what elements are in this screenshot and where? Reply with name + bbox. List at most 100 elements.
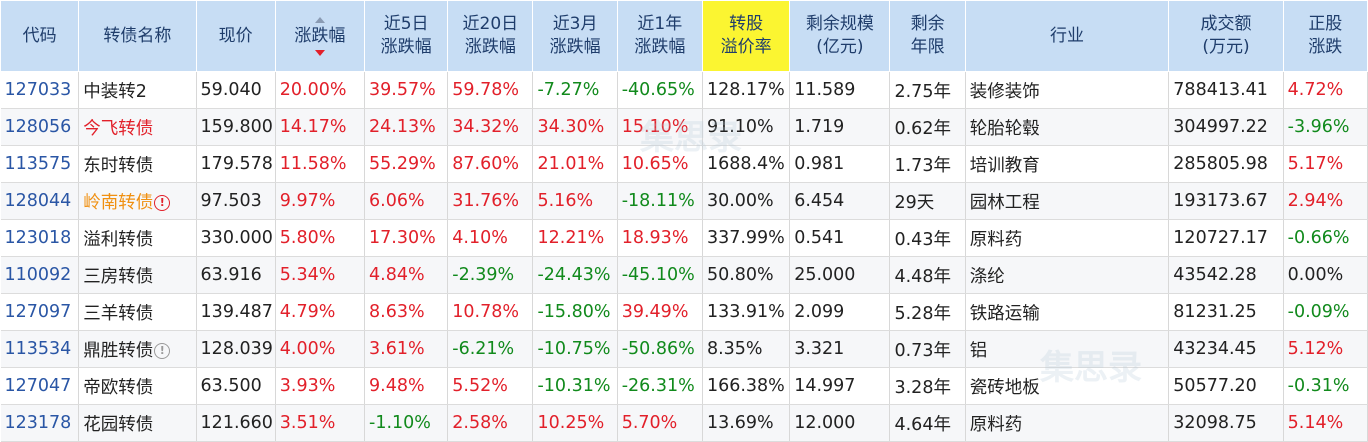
cell-scale: 25.000: [789, 256, 891, 294]
col-header-volume[interactable]: 成交额 (万元): [1168, 0, 1284, 72]
cell-industry: 铝: [965, 330, 1170, 368]
volume-value: 304997.22: [1173, 117, 1268, 137]
cell-code[interactable]: 127033: [0, 71, 80, 109]
c1y-value: -18.11%: [621, 191, 695, 211]
warning-icon[interactable]: !: [154, 194, 171, 211]
stock-value: -0.31%: [1287, 376, 1350, 396]
table-row[interactable]: 127097 三羊转债 139.487 4.79% 8.63% 10.78% -15.80%…: [0, 293, 1368, 331]
cell-scale: 1.719: [789, 108, 891, 146]
table-row[interactable]: 123178 花园转债 121.660 3.51% -1.10% 2.58% 10.25% 5…: [0, 404, 1368, 442]
c20-value: -2.39%: [452, 265, 515, 285]
cell-c20: 5.52%: [447, 367, 534, 405]
cell-c1y: -18.11%: [617, 182, 703, 220]
table-row[interactable]: 128056 今飞转债 159.800 14.17% 24.13% 34.32% 34.30…: [0, 108, 1368, 146]
col-header-stock-change[interactable]: 正股 涨跌: [1282, 0, 1368, 72]
code-value: 127033: [4, 80, 72, 100]
cell-volume: 50577.20: [1168, 367, 1284, 405]
col-header-code[interactable]: 代码: [0, 0, 80, 72]
scale-value: 14.997: [794, 376, 856, 396]
name-value: 今飞转债: [83, 118, 154, 139]
cell-industry: 铁路运输: [965, 293, 1170, 331]
col-header-5d[interactable]: 近5日 涨跌幅: [364, 0, 449, 72]
cell-code[interactable]: 128056: [0, 108, 80, 146]
c1y-value: -50.86%: [621, 339, 695, 359]
col-header-change[interactable]: 涨跌幅: [274, 0, 366, 72]
cell-name[interactable]: 帝欧转债: [78, 367, 197, 405]
change-value: 3.93%: [279, 376, 336, 396]
col-header-term[interactable]: 剩余 年限: [889, 0, 966, 72]
cell-stock: -0.31%: [1283, 367, 1368, 405]
cell-name[interactable]: 鼎胜转债!: [78, 330, 197, 368]
cell-term: 1.73年: [889, 145, 966, 183]
cell-c5: 8.63%: [364, 293, 449, 331]
cell-change: 4.79%: [275, 293, 366, 331]
change-value: 20.00%: [279, 80, 347, 100]
change-value: 5.80%: [279, 228, 336, 248]
cell-c3m: 5.16%: [532, 182, 618, 220]
col-header-3m[interactable]: 近3月 涨跌幅: [532, 0, 618, 72]
cell-c3m: 34.30%: [532, 108, 618, 146]
cell-code[interactable]: 127047: [0, 367, 80, 405]
c1y-value: -40.65%: [621, 80, 695, 100]
industry-value: 轮胎轮毂: [969, 118, 1040, 139]
cell-name[interactable]: 三房转债: [78, 256, 197, 294]
col-header-1y[interactable]: 近1年 涨跌幅: [616, 0, 703, 72]
price-value: 63.916: [200, 265, 262, 285]
scale-value: 25.000: [794, 265, 856, 285]
col-header-price[interactable]: 现价: [195, 0, 276, 72]
cell-code[interactable]: 123178: [0, 404, 80, 442]
col-header-premium[interactable]: 转股 溢价率: [701, 0, 791, 72]
table-row[interactable]: 127033 中装转2 59.040 20.00% 39.57% 59.78% -7.27%…: [0, 71, 1368, 109]
col-header-industry[interactable]: 行业: [964, 0, 1170, 72]
cell-name[interactable]: 岭南转债!: [78, 182, 197, 220]
table-row[interactable]: 127047 帝欧转债 63.500 3.93% 9.48% 5.52% -10.31% -2…: [0, 367, 1368, 405]
cell-scale: 3.321: [789, 330, 891, 368]
table-row[interactable]: 113575 东时转债 179.578 11.58% 55.29% 87.60% 21.01…: [0, 145, 1368, 183]
cell-volume: 32098.75: [1168, 404, 1284, 442]
scale-value: 6.454: [794, 191, 845, 211]
col-header-scale[interactable]: 剩余规模 (亿元): [789, 0, 891, 72]
c20-value: 2.58%: [452, 413, 508, 433]
cell-name[interactable]: 中装转2: [78, 71, 197, 109]
table-row[interactable]: 110092 三房转债 63.916 5.34% 4.84% -2.39% -24.43% -…: [0, 256, 1368, 294]
stock-value: -0.66%: [1287, 228, 1350, 248]
cell-term: 2.75年: [889, 71, 966, 109]
cell-c5: 4.84%: [364, 256, 449, 294]
cell-stock: 0.00%: [1283, 256, 1368, 294]
cell-premium: 13.69%: [702, 404, 791, 442]
info-icon[interactable]: !: [154, 342, 171, 359]
premium-value: 50.80%: [706, 265, 774, 285]
c3m-value: -15.80%: [537, 302, 611, 322]
cell-code[interactable]: 113575: [0, 145, 80, 183]
c5-value: 39.57%: [369, 80, 436, 100]
table-row[interactable]: 128044 岭南转债! 97.503 9.97% 6.06% 31.76% 5.16% -1…: [0, 182, 1368, 220]
cell-industry: 园林工程: [965, 182, 1170, 220]
col-header-20d[interactable]: 近20日 涨跌幅: [447, 0, 534, 72]
cell-price: 179.578: [196, 145, 276, 183]
cell-c3m: 10.25%: [532, 404, 618, 442]
cell-premium: 133.91%: [702, 293, 791, 331]
cell-code[interactable]: 110092: [0, 256, 80, 294]
table-row[interactable]: 123018 溢利转债 330.000 5.80% 17.30% 4.10% 12.21% 1…: [0, 219, 1368, 257]
cell-industry: 原料药: [965, 404, 1170, 442]
cell-code[interactable]: 128044: [0, 182, 80, 220]
c20-value: 87.60%: [452, 154, 519, 174]
name-value: 鼎胜转债: [83, 340, 154, 361]
table-row[interactable]: 113534 鼎胜转债! 128.039 4.00% 3.61% -6.21% -10.75…: [0, 330, 1368, 368]
cell-code[interactable]: 127097: [0, 293, 80, 331]
cell-c1y: 5.70%: [617, 404, 703, 442]
cell-name[interactable]: 三羊转债: [78, 293, 197, 331]
name-value: 东时转债: [83, 155, 154, 176]
change-value: 14.17%: [279, 117, 347, 137]
cell-name[interactable]: 今飞转债: [78, 108, 197, 146]
cell-term: 0.73年: [889, 330, 966, 368]
cell-name[interactable]: 花园转债: [78, 404, 197, 442]
col-header-name[interactable]: 转债名称: [78, 0, 197, 72]
cell-code[interactable]: 113534: [0, 330, 80, 368]
cell-name[interactable]: 溢利转债: [78, 219, 197, 257]
cell-code[interactable]: 123018: [0, 219, 80, 257]
industry-value: 装修装饰: [969, 81, 1040, 102]
scale-value: 3.321: [794, 339, 845, 359]
cell-name[interactable]: 东时转债: [78, 145, 197, 183]
